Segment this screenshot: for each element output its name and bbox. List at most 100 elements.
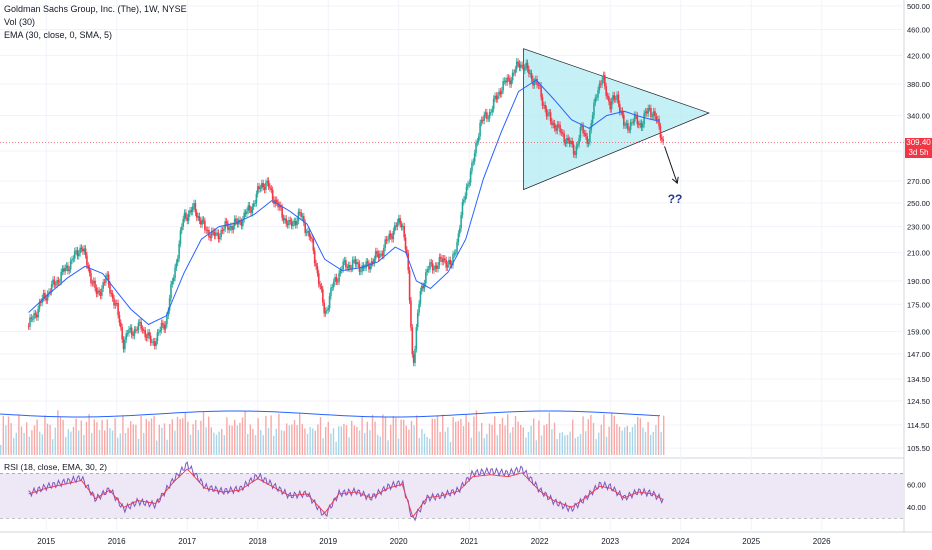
candle-body xyxy=(426,269,429,273)
candle-body xyxy=(510,80,513,85)
candle-body xyxy=(464,195,466,200)
volume-bar xyxy=(496,435,498,455)
candle-body xyxy=(495,95,498,100)
candle-body xyxy=(502,81,504,91)
candle-body xyxy=(328,296,331,309)
candle-body xyxy=(624,125,626,126)
candle-body xyxy=(255,193,258,204)
volume-bar xyxy=(153,415,155,455)
volume-bar xyxy=(590,414,592,455)
y-tick-label: 159.00 xyxy=(907,328,930,337)
volume-bar xyxy=(228,425,231,455)
candle-body xyxy=(31,318,34,320)
candle-body xyxy=(105,276,107,283)
volume-bar xyxy=(296,425,298,455)
volume-bar xyxy=(319,417,322,455)
candle-body xyxy=(227,223,229,230)
candle-body xyxy=(152,341,155,343)
volume-bar xyxy=(642,427,644,455)
volume-bar xyxy=(137,438,140,455)
candle-body xyxy=(369,265,372,270)
volume-bar xyxy=(574,438,576,455)
candle-body xyxy=(181,226,183,231)
volume-bar xyxy=(569,431,571,455)
candle-body xyxy=(643,113,645,125)
candle-body xyxy=(198,216,201,221)
x-tick-label: 2016 xyxy=(108,537,126,546)
y-tick-label: 190.00 xyxy=(907,277,930,286)
candle-body xyxy=(319,284,321,287)
volume-bar xyxy=(462,426,465,455)
candle-body xyxy=(628,129,631,131)
rsi-tick-label: 60.00 xyxy=(907,481,926,490)
volume-bar xyxy=(67,429,69,455)
rsi-band xyxy=(0,473,904,519)
candle-body xyxy=(91,282,94,284)
candle-body xyxy=(513,72,515,74)
candle-body xyxy=(303,216,305,223)
candle-body xyxy=(487,118,490,120)
candle-body xyxy=(40,302,42,303)
volume-bar xyxy=(514,415,517,455)
x-tick-label: 2023 xyxy=(601,537,619,546)
candle-body xyxy=(526,62,529,70)
candle-body xyxy=(651,115,654,117)
volume-bar xyxy=(587,419,589,455)
candle-body xyxy=(269,186,271,189)
volume-bar xyxy=(603,414,605,455)
candle-body xyxy=(435,265,438,269)
y-tick-label: 124.50 xyxy=(907,397,930,406)
candle-body xyxy=(391,236,393,240)
candle-body xyxy=(397,218,400,223)
candle-body xyxy=(115,302,118,304)
candle-body xyxy=(456,242,458,253)
candle-body xyxy=(110,293,113,294)
candle-body xyxy=(627,123,629,130)
candle-body xyxy=(408,270,411,301)
volume-bar xyxy=(117,437,119,455)
candle-body xyxy=(361,265,363,272)
candle-body xyxy=(132,334,134,336)
volume-bar xyxy=(517,421,519,455)
candle-body xyxy=(232,225,235,231)
candle-body xyxy=(140,321,142,329)
rsi-legend: RSI (18, close, EMA, 30, 2) xyxy=(4,462,107,472)
candle-body xyxy=(500,90,503,95)
candle-body xyxy=(488,112,491,119)
candle-body xyxy=(433,268,435,271)
x-tick-label: 2025 xyxy=(742,537,760,546)
candle-body xyxy=(618,103,621,113)
volume-bar xyxy=(512,427,514,455)
candle-body xyxy=(393,225,396,232)
volume-bar xyxy=(624,427,626,455)
volume-bar xyxy=(470,437,472,455)
candle-body xyxy=(387,239,389,241)
volume-bar xyxy=(189,434,192,455)
candle-body xyxy=(30,317,33,319)
candle-body xyxy=(561,132,564,134)
volume-bar xyxy=(314,430,316,455)
volume-bar xyxy=(140,416,142,455)
candle-body xyxy=(312,239,315,251)
volume-bar xyxy=(527,431,530,455)
volume-bar xyxy=(616,424,618,455)
candle-body xyxy=(65,265,68,268)
volume-bar xyxy=(332,428,335,455)
volume-bar xyxy=(426,437,428,455)
candle-body xyxy=(380,253,382,255)
candle-body xyxy=(308,230,311,237)
candle-body xyxy=(506,77,509,83)
volume-bar xyxy=(478,431,480,455)
candle-body xyxy=(457,233,460,243)
volume-bar xyxy=(93,419,95,455)
candle-body xyxy=(252,203,255,207)
candle-body xyxy=(412,354,415,363)
candle-body xyxy=(544,104,546,110)
candle-body xyxy=(555,128,557,131)
volume-bar xyxy=(551,429,553,455)
candle-body xyxy=(130,327,133,335)
candle-body xyxy=(559,124,561,132)
volume-bar xyxy=(200,420,202,455)
candle-body xyxy=(463,199,465,203)
